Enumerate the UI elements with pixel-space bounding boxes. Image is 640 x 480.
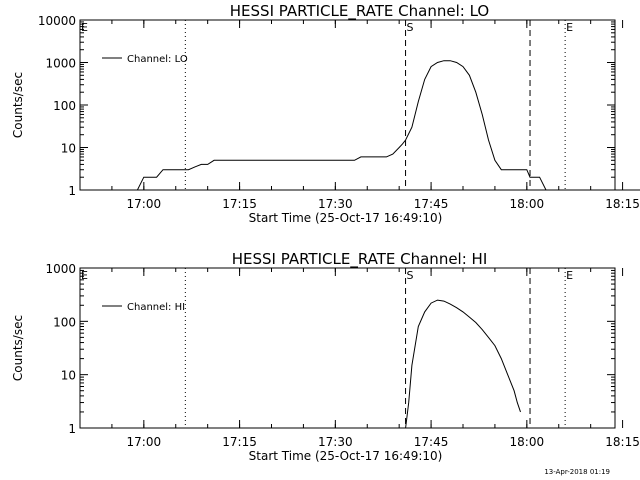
- marker-label: E: [81, 21, 88, 34]
- x-tick-label: 18:00: [510, 197, 545, 211]
- y-axis-label: Counts/sec: [11, 72, 25, 138]
- x-tick-label: 18:15: [605, 197, 640, 211]
- chart-channel-hi: HESSI PARTICLE_RATE Channel: HI 1 10 100 100…: [11, 250, 640, 463]
- marker-label: S: [407, 269, 414, 282]
- x-axis-label: Start Time (25-Oct-17 16:49:10): [249, 449, 443, 463]
- y-tick-label: 1: [68, 422, 76, 436]
- x-tick-label: 17:45: [414, 197, 449, 211]
- legend-label: Channel: HI: [127, 302, 185, 313]
- x-tick-label: 17:00: [127, 197, 162, 211]
- x-tick-label: 17:30: [318, 197, 353, 211]
- y-axis-label: Counts/sec: [11, 315, 25, 381]
- chart-title: HESSI PARTICLE_RATE Channel: LO: [230, 2, 489, 21]
- x-tick-label: 17:00: [127, 435, 162, 449]
- y-tick-label: 10: [61, 142, 76, 156]
- marker-label: E: [566, 269, 573, 282]
- series-line-0: [405, 299, 521, 429]
- y-tick-label: 1000: [45, 57, 76, 71]
- x-tick-label: 17:45: [414, 435, 449, 449]
- y-tick-label: 100: [53, 99, 76, 113]
- y-tick-label: 100: [53, 315, 76, 329]
- marker-label: E: [81, 269, 88, 282]
- x-tick-label: 17:15: [222, 197, 257, 211]
- y-tick-label: 10: [61, 369, 76, 383]
- marker-label: E: [566, 21, 573, 34]
- chart-title: HESSI PARTICLE_RATE Channel: HI: [232, 250, 488, 269]
- y-tick-label: 1: [68, 184, 76, 198]
- chart-channel-lo: HESSI PARTICLE_RATE Channel: LO 1 10 100 100…: [11, 2, 640, 225]
- marker-label: S: [407, 21, 414, 34]
- series-line-0: [80, 60, 640, 191]
- x-axis-label: Start Time (25-Oct-17 16:49:10): [249, 211, 443, 225]
- legend-label: Channel: LO: [127, 54, 188, 65]
- footer-timestamp: 13-Apr-2018 01:19: [544, 468, 610, 476]
- plot-frame: [79, 267, 616, 429]
- x-tick-label: 18:15: [605, 435, 640, 449]
- x-tick-label: 17:15: [222, 435, 257, 449]
- x-tick-label: 17:30: [318, 435, 353, 449]
- y-tick-label: 10000: [38, 14, 76, 28]
- y-tick-label: 1000: [45, 262, 76, 276]
- x-tick-label: 18:00: [510, 435, 545, 449]
